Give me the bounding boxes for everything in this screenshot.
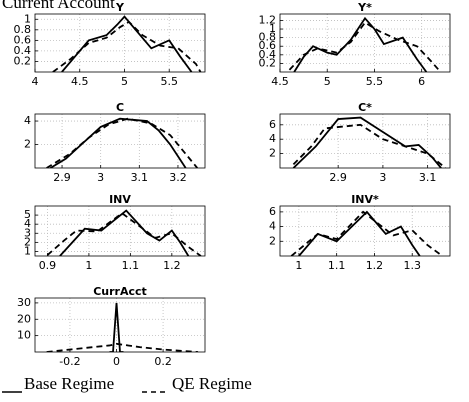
y-tick-label: 0.2 — [14, 54, 32, 67]
y-tick-label: 2 — [24, 138, 31, 151]
legend-label: QE Regime — [172, 374, 252, 393]
y-tick-label: 6 — [269, 118, 276, 131]
x-tick-label: 1.1 — [122, 259, 140, 272]
density-line — [49, 117, 187, 168]
y-tick-label: 1 — [269, 22, 276, 35]
density-line — [46, 117, 198, 168]
x-tick-label: 0.2 — [154, 355, 172, 368]
x-tick-label: 3.1 — [419, 171, 437, 184]
x-tick-label: 0 — [113, 355, 120, 368]
y-tick-label: 1 — [24, 12, 31, 25]
y-tick-label: 2 — [269, 234, 276, 247]
x-tick-label: 3 — [97, 171, 104, 184]
x-tick-label: 1.2 — [366, 259, 384, 272]
x-tick-label: 1 — [85, 259, 92, 272]
y-tick-label: 0.4 — [259, 48, 277, 61]
density-line — [293, 16, 428, 72]
x-tick-label: 1 — [295, 259, 302, 272]
density-line — [46, 342, 199, 352]
density-line — [292, 116, 442, 168]
x-tick-label: 2.9 — [53, 171, 71, 184]
x-tick-label: 3 — [379, 171, 386, 184]
plot-frame — [34, 13, 206, 73]
x-tick-label: 4 — [32, 75, 39, 88]
y-tick-label: 0.4 — [14, 44, 32, 57]
density-line — [109, 302, 124, 352]
y-tick-label: 0.6 — [259, 39, 277, 52]
y-tick-label: 1.2 — [259, 13, 277, 26]
plot-frame — [34, 113, 206, 169]
y-tick-label: 4 — [24, 217, 31, 230]
y-tick-label: 20 — [17, 312, 31, 325]
x-tick-label: 5.5 — [160, 75, 178, 88]
x-tick-label: 3.2 — [169, 171, 187, 184]
y-tick-label: 2 — [269, 147, 276, 160]
panel-title: C* — [358, 101, 372, 114]
legend-label: Base Regime — [24, 374, 114, 393]
y-tick-label: 0.2 — [259, 56, 277, 69]
plot-frame — [279, 205, 451, 257]
x-tick-label: 6 — [418, 75, 425, 88]
plot-frame — [279, 113, 451, 169]
density-line — [288, 21, 442, 72]
y-tick-label: 4 — [269, 220, 276, 233]
y-tick-label: 0.8 — [14, 23, 32, 36]
y-tick-label: 5 — [24, 208, 31, 221]
figure-title: Current Account — [2, 0, 115, 12]
density-line — [290, 210, 443, 256]
x-tick-label: 4.5 — [71, 75, 89, 88]
x-tick-label: 1.2 — [163, 259, 181, 272]
plot-frame — [279, 13, 451, 73]
density-line — [298, 210, 421, 256]
x-tick-label: 5 — [324, 75, 331, 88]
x-tick-label: 5.5 — [366, 75, 384, 88]
x-tick-label: 5 — [121, 75, 128, 88]
panel-title: C — [116, 101, 124, 114]
panel-title: INV — [109, 193, 131, 206]
y-tick-label: 0.6 — [14, 33, 32, 46]
panel-title: Y — [115, 1, 125, 14]
y-tick-label: 3 — [24, 226, 31, 239]
density-line — [292, 123, 447, 168]
x-tick-label: 0.9 — [39, 259, 57, 272]
y-tick-label: 4 — [269, 132, 276, 145]
x-tick-label: 1.3 — [403, 259, 421, 272]
panel-title: INV* — [351, 193, 379, 206]
x-tick-label: 2.9 — [329, 171, 347, 184]
y-tick-label: 1 — [24, 244, 31, 257]
y-tick-label: 30 — [17, 296, 31, 309]
density-line — [46, 212, 202, 256]
y-tick-label: 0.8 — [259, 31, 277, 44]
x-tick-label: -0.2 — [59, 355, 80, 368]
panel-title: CurrAcct — [93, 285, 147, 298]
x-tick-label: 4.5 — [271, 75, 289, 88]
y-tick-label: 10 — [17, 329, 31, 342]
density-line — [61, 15, 193, 72]
x-tick-label: 3.1 — [131, 171, 149, 184]
y-tick-label: 2 — [24, 235, 31, 248]
panel-title: Y* — [357, 1, 372, 14]
density-line — [52, 20, 202, 72]
y-tick-label: 4 — [24, 114, 31, 127]
y-tick-label: 6 — [269, 205, 276, 218]
x-tick-label: 1.1 — [328, 259, 346, 272]
plot-frame — [34, 205, 206, 257]
